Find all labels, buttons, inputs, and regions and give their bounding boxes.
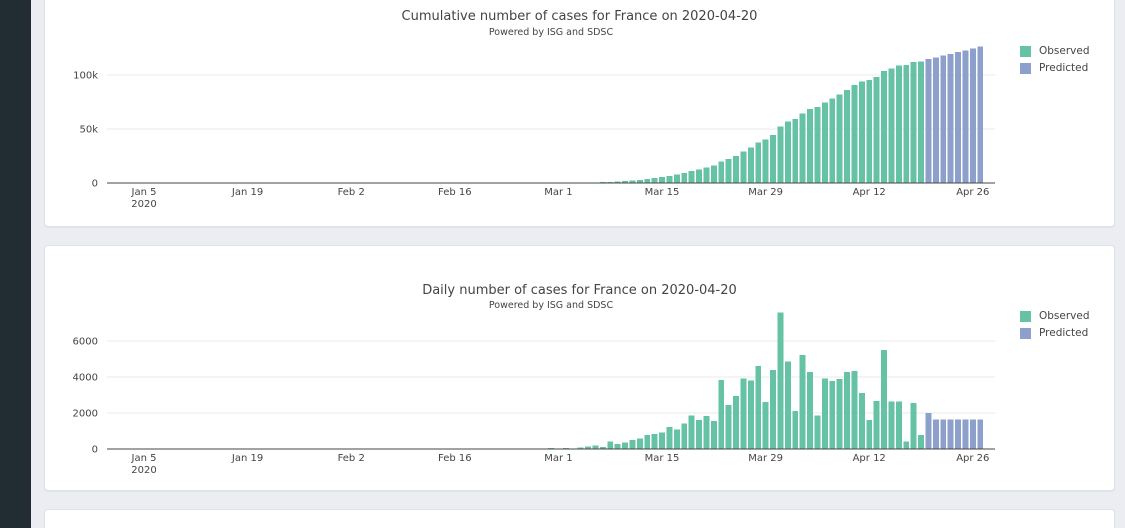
chart-subtitle: Powered by ISG and SDSC xyxy=(488,27,614,38)
legend-item-label: Observed xyxy=(1039,310,1090,322)
svg-text:2000: 2000 xyxy=(73,409,98,420)
svg-text:6000: 6000 xyxy=(73,337,98,348)
legend: Observed Predicted xyxy=(1020,310,1090,339)
chart-subtitle: Powered by ISG and SDSC xyxy=(488,300,614,311)
svg-text:0: 0 xyxy=(92,445,98,456)
svg-text:Jan 19: Jan 19 xyxy=(231,187,263,198)
svg-text:Jan 5: Jan 5 xyxy=(131,187,157,198)
observed-swatch-icon xyxy=(1020,310,1031,322)
predicted-swatch-icon xyxy=(1020,327,1031,339)
predicted-swatch-icon xyxy=(1020,62,1031,74)
svg-text:Feb 16: Feb 16 xyxy=(438,187,472,198)
sidebar xyxy=(0,0,31,528)
svg-text:50k: 50k xyxy=(79,125,98,136)
svg-text:Feb 2: Feb 2 xyxy=(338,187,365,198)
svg-text:Feb 2: Feb 2 xyxy=(338,453,365,464)
svg-text:Apr 26: Apr 26 xyxy=(956,187,989,198)
svg-text:2020: 2020 xyxy=(131,199,156,210)
legend-item-predicted[interactable]: Predicted xyxy=(1020,327,1090,339)
legend-item-label: Predicted xyxy=(1039,62,1089,74)
legend: Observed Predicted xyxy=(1020,45,1090,74)
svg-text:Mar 29: Mar 29 xyxy=(748,187,783,198)
svg-text:0: 0 xyxy=(92,179,98,190)
svg-text:Mar 29: Mar 29 xyxy=(748,453,783,464)
svg-text:4000: 4000 xyxy=(73,373,98,384)
svg-text:100k: 100k xyxy=(73,71,98,82)
daily-chart-card: Daily number of cases for France on 2020… xyxy=(44,245,1115,491)
svg-text:Mar 15: Mar 15 xyxy=(645,453,680,464)
svg-text:Apr 26: Apr 26 xyxy=(956,453,989,464)
svg-text:Feb 16: Feb 16 xyxy=(438,453,472,464)
legend-item-observed[interactable]: Observed xyxy=(1020,310,1090,322)
svg-text:Mar 1: Mar 1 xyxy=(544,187,572,198)
legend-item-predicted[interactable]: Predicted xyxy=(1020,62,1090,74)
next-chart-card-partial xyxy=(44,509,1115,528)
svg-text:2020: 2020 xyxy=(131,465,156,476)
svg-text:Mar 1: Mar 1 xyxy=(544,453,572,464)
svg-text:Mar 15: Mar 15 xyxy=(645,187,680,198)
cumulative-chart-card: Cumulative number of cases for France on… xyxy=(44,0,1115,227)
legend-item-observed[interactable]: Observed xyxy=(1020,45,1090,57)
chart-title: Daily number of cases for France on 2020… xyxy=(422,283,737,298)
legend-item-label: Predicted xyxy=(1039,327,1089,339)
svg-text:Apr 12: Apr 12 xyxy=(853,453,886,464)
chart-title: Cumulative number of cases for France on… xyxy=(401,9,758,24)
svg-text:Jan 5: Jan 5 xyxy=(131,453,157,464)
legend-item-label: Observed xyxy=(1039,45,1090,57)
svg-text:Jan 19: Jan 19 xyxy=(231,453,263,464)
observed-swatch-icon xyxy=(1020,45,1031,57)
svg-text:Apr 12: Apr 12 xyxy=(853,187,886,198)
